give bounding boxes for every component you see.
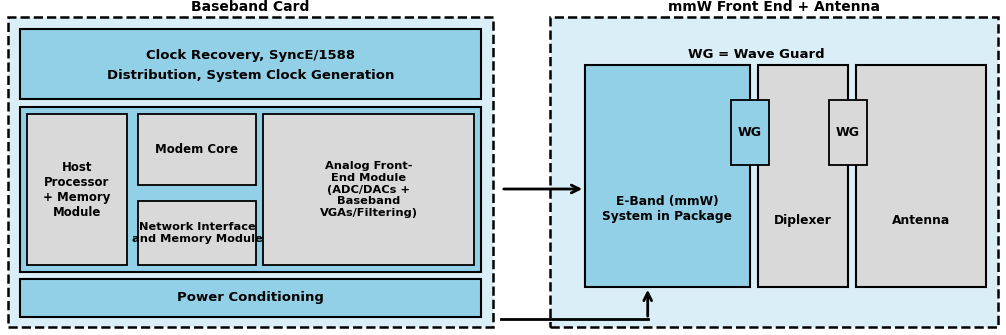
Bar bbox=[20, 29, 481, 99]
Text: Baseband Card: Baseband Card bbox=[191, 0, 310, 14]
Bar bbox=[8, 17, 493, 327]
Bar bbox=[138, 114, 256, 185]
Bar bbox=[20, 107, 481, 272]
Bar bbox=[27, 114, 127, 265]
Bar bbox=[263, 114, 474, 265]
Text: Diplexer: Diplexer bbox=[774, 214, 832, 227]
Text: WG = Wave Guard: WG = Wave Guard bbox=[688, 49, 824, 62]
Bar bbox=[829, 100, 867, 165]
Text: Distribution, System Clock Generation: Distribution, System Clock Generation bbox=[107, 69, 394, 82]
Text: Antenna: Antenna bbox=[892, 214, 950, 227]
Bar bbox=[585, 65, 750, 287]
Bar bbox=[550, 17, 998, 327]
Bar bbox=[731, 100, 769, 165]
Bar bbox=[856, 65, 986, 287]
Text: Power Conditioning: Power Conditioning bbox=[177, 291, 324, 305]
Text: WG: WG bbox=[836, 126, 860, 139]
Text: Host
Processor
+ Memory
Module: Host Processor + Memory Module bbox=[43, 160, 111, 218]
Bar bbox=[138, 201, 256, 265]
Bar bbox=[20, 279, 481, 317]
Bar bbox=[758, 65, 848, 287]
Text: Network Interface
and Memory Module: Network Interface and Memory Module bbox=[132, 222, 263, 244]
Text: E-Band (mmW)
System in Package: E-Band (mmW) System in Package bbox=[603, 195, 732, 223]
Text: Clock Recovery, SyncE/1588: Clock Recovery, SyncE/1588 bbox=[146, 49, 355, 62]
Text: WG: WG bbox=[738, 126, 762, 139]
Text: Analog Front-
End Module
(ADC/DACs +
Baseband
VGAs/Filtering): Analog Front- End Module (ADC/DACs + Bas… bbox=[320, 161, 417, 218]
Text: Modem Core: Modem Core bbox=[156, 143, 238, 156]
Text: mmW Front End + Antenna: mmW Front End + Antenna bbox=[668, 0, 880, 14]
